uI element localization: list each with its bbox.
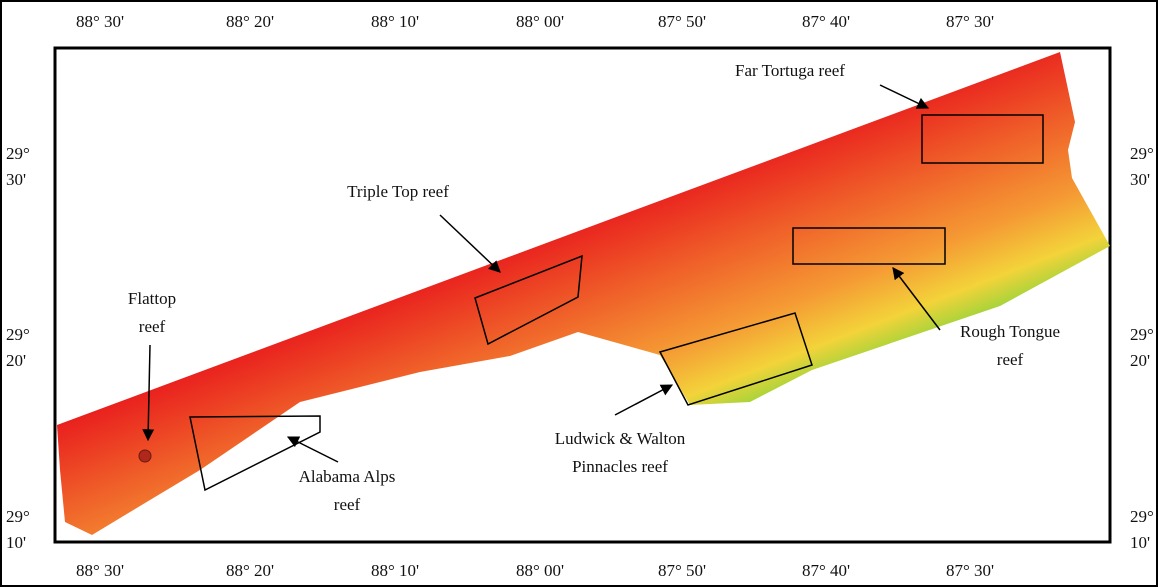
reef-label: reef [997, 350, 1024, 369]
lon-label: 88° 00' [516, 12, 564, 31]
arrow [288, 437, 338, 462]
lon-label: 88° 10' [371, 12, 419, 31]
lat-label: 30' [1130, 170, 1150, 189]
reef-label: reef [139, 317, 166, 336]
reef-label: Triple Top reef [347, 182, 449, 201]
lat-label: 29° [1130, 144, 1154, 163]
lon-label: 88° 30' [76, 561, 124, 580]
reef-label: Pinnacles reef [572, 457, 668, 476]
lat-label: 20' [6, 351, 26, 370]
reef-label: Far Tortuga reef [735, 61, 845, 80]
lat-label: 10' [1130, 533, 1150, 552]
map: 88° 30' 88° 30' 88° 20' 88° 20' 88° 10' 88° 1… [0, 0, 1158, 587]
page: 88° 30' 88° 30' 88° 20' 88° 20' 88° 10' 88° 1… [0, 0, 1158, 587]
lat-label: 10' [6, 533, 26, 552]
lon-label: 87° 30' [946, 12, 994, 31]
lat-label: 29° [6, 325, 30, 344]
arrow [880, 85, 928, 108]
reef-label: Flattop [128, 289, 176, 308]
lon-label: 87° 50' [658, 12, 706, 31]
flattop-reef-marker [139, 450, 151, 462]
reef-label: Rough Tongue [960, 322, 1060, 341]
lon-label: 88° 30' [76, 12, 124, 31]
lon-label: 88° 20' [226, 12, 274, 31]
lon-label: 87° 30' [946, 561, 994, 580]
arrow [440, 215, 500, 272]
lat-label: 29° [1130, 325, 1154, 344]
lat-label: 30' [6, 170, 26, 189]
lon-label: 88° 20' [226, 561, 274, 580]
lat-label: 29° [1130, 507, 1154, 526]
lon-label: 87° 40' [802, 12, 850, 31]
lat-label: 20' [1130, 351, 1150, 370]
lat-label: 29° [6, 144, 30, 163]
lon-label: 87° 40' [802, 561, 850, 580]
lon-label: 88° 00' [516, 561, 564, 580]
reef-label: Alabama Alps [299, 467, 396, 486]
lon-label: 88° 10' [371, 561, 419, 580]
lon-label: 87° 50' [658, 561, 706, 580]
reef-label: reef [334, 495, 361, 514]
lat-label: 29° [6, 507, 30, 526]
reef-label: Ludwick & Walton [555, 429, 686, 448]
arrow [615, 385, 672, 415]
